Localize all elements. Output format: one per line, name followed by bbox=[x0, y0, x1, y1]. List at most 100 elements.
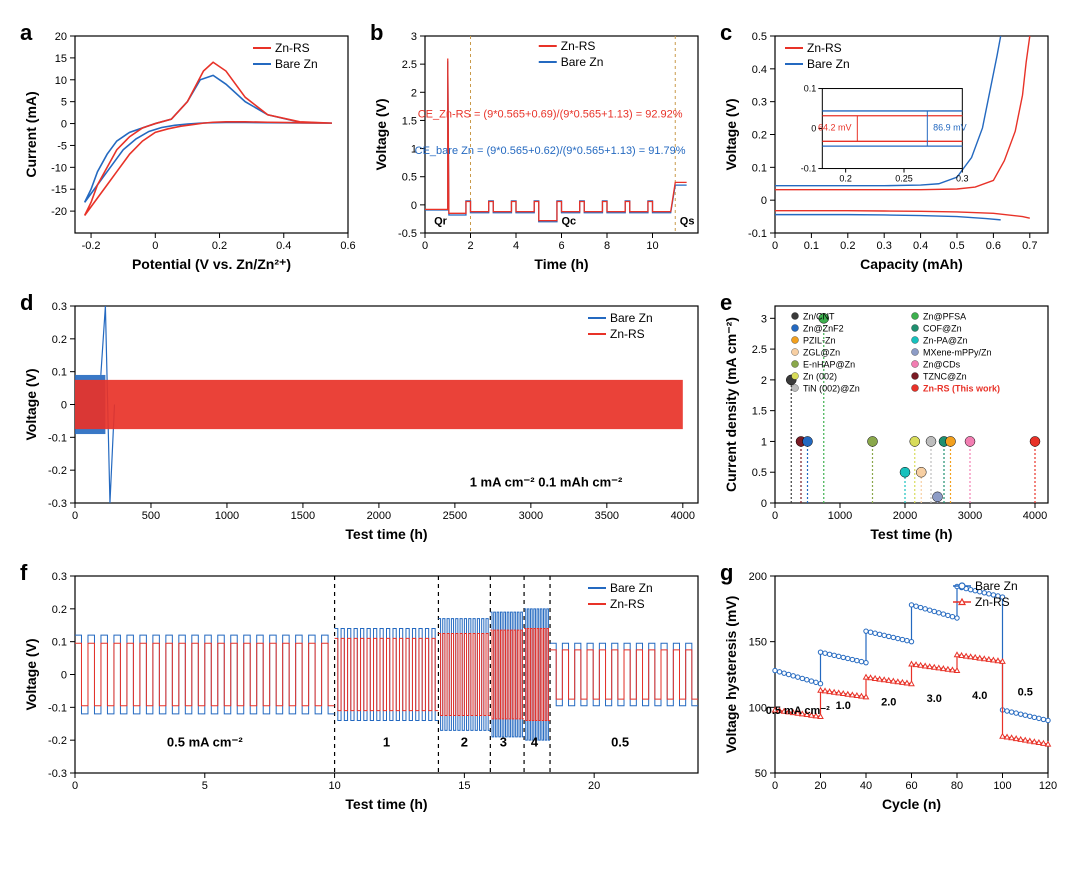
svg-text:Cycle (n): Cycle (n) bbox=[882, 796, 941, 812]
svg-text:Voltage (V): Voltage (V) bbox=[23, 638, 39, 710]
svg-text:86.9 mV: 86.9 mV bbox=[933, 123, 967, 133]
svg-text:Zn/CNT: Zn/CNT bbox=[803, 312, 835, 322]
svg-text:-0.1: -0.1 bbox=[748, 228, 767, 240]
svg-text:0.5: 0.5 bbox=[752, 31, 767, 43]
svg-text:0: 0 bbox=[761, 498, 767, 510]
svg-text:1.0: 1.0 bbox=[836, 700, 851, 712]
svg-text:80: 80 bbox=[951, 780, 963, 792]
chart-g: 02040608010012050100150200Cycle (n)Volta… bbox=[720, 560, 1060, 815]
svg-text:0: 0 bbox=[72, 510, 78, 522]
svg-text:-0.1: -0.1 bbox=[48, 702, 67, 714]
svg-text:-10: -10 bbox=[51, 162, 67, 174]
svg-text:5: 5 bbox=[202, 780, 208, 792]
svg-text:0.4: 0.4 bbox=[276, 240, 291, 252]
svg-text:0.2: 0.2 bbox=[52, 334, 67, 346]
svg-text:Potential (V vs. Zn/Zn²⁺): Potential (V vs. Zn/Zn²⁺) bbox=[132, 256, 291, 272]
svg-text:2: 2 bbox=[467, 240, 473, 252]
svg-text:ZGL@Zn: ZGL@Zn bbox=[803, 348, 840, 358]
svg-text:E-nHAP@Zn: E-nHAP@Zn bbox=[803, 360, 855, 370]
svg-text:Current (mA): Current (mA) bbox=[23, 91, 39, 177]
svg-text:1: 1 bbox=[761, 436, 767, 448]
svg-text:150: 150 bbox=[749, 637, 767, 649]
svg-text:0.2: 0.2 bbox=[840, 240, 855, 252]
panel-a: a -0.200.20.40.6-20-15-10-505101520Poten… bbox=[20, 20, 360, 280]
svg-text:100: 100 bbox=[749, 702, 767, 714]
svg-text:Qs: Qs bbox=[680, 216, 695, 228]
panel-d-label: d bbox=[20, 290, 33, 316]
svg-text:50: 50 bbox=[755, 768, 767, 780]
svg-text:0: 0 bbox=[772, 240, 778, 252]
svg-text:0.4: 0.4 bbox=[752, 64, 767, 76]
panel-e-label: e bbox=[720, 290, 732, 316]
svg-text:Zn-RS: Zn-RS bbox=[610, 597, 645, 611]
svg-text:0: 0 bbox=[772, 780, 778, 792]
chart-e: 0100020003000400000.511.522.53Test time … bbox=[720, 290, 1060, 545]
svg-text:-0.1: -0.1 bbox=[801, 164, 817, 174]
svg-text:3000: 3000 bbox=[519, 510, 543, 522]
panel-c-label: c bbox=[720, 20, 732, 46]
svg-text:-5: -5 bbox=[57, 140, 67, 152]
panel-b-label: b bbox=[370, 20, 383, 46]
svg-text:0.4: 0.4 bbox=[913, 240, 928, 252]
svg-text:3500: 3500 bbox=[595, 510, 619, 522]
svg-text:Zn (002): Zn (002) bbox=[803, 372, 837, 382]
svg-text:100: 100 bbox=[993, 780, 1011, 792]
svg-text:0: 0 bbox=[772, 510, 778, 522]
panel-a-label: a bbox=[20, 20, 32, 46]
svg-text:2.5: 2.5 bbox=[402, 59, 417, 71]
panel-e: e 0100020003000400000.511.522.53Test tim… bbox=[720, 290, 1060, 550]
svg-text:Zn@CDs: Zn@CDs bbox=[923, 360, 961, 370]
svg-text:20: 20 bbox=[55, 31, 67, 43]
svg-text:Time (h): Time (h) bbox=[534, 256, 588, 272]
svg-text:0.3: 0.3 bbox=[877, 240, 892, 252]
svg-text:10: 10 bbox=[646, 240, 658, 252]
svg-text:Capacity (mAh): Capacity (mAh) bbox=[860, 256, 963, 272]
svg-text:-0.5: -0.5 bbox=[398, 228, 417, 240]
svg-text:4.0: 4.0 bbox=[972, 690, 987, 702]
svg-text:TZNC@Zn: TZNC@Zn bbox=[923, 372, 967, 382]
svg-text:Zn-RS: Zn-RS bbox=[561, 39, 596, 53]
svg-text:2: 2 bbox=[461, 735, 468, 750]
chart-b: 0246810-0.500.511.522.53Time (h)Voltage … bbox=[370, 20, 710, 275]
chart-d: 05001000150020002500300035004000-0.3-0.2… bbox=[20, 290, 710, 545]
svg-text:1000: 1000 bbox=[215, 510, 239, 522]
svg-text:2500: 2500 bbox=[443, 510, 467, 522]
svg-text:0.1: 0.1 bbox=[52, 367, 67, 379]
svg-text:Bare Zn: Bare Zn bbox=[975, 579, 1018, 593]
svg-text:2.5: 2.5 bbox=[752, 344, 767, 356]
svg-text:0.6: 0.6 bbox=[986, 240, 1001, 252]
svg-text:Bare Zn: Bare Zn bbox=[561, 55, 604, 69]
svg-text:Voltage (V): Voltage (V) bbox=[373, 98, 389, 170]
panel-c: c 00.10.20.30.40.50.60.7-0.100.10.20.30.… bbox=[720, 20, 1060, 280]
svg-text:0.5 mA cm⁻²: 0.5 mA cm⁻² bbox=[167, 735, 243, 750]
svg-text:0: 0 bbox=[72, 780, 78, 792]
svg-text:0.5: 0.5 bbox=[402, 172, 417, 184]
svg-text:3: 3 bbox=[411, 31, 417, 43]
svg-text:Zn-RS: Zn-RS bbox=[807, 41, 842, 55]
svg-text:0: 0 bbox=[761, 195, 767, 207]
svg-text:Voltage (V): Voltage (V) bbox=[23, 368, 39, 440]
svg-text:0: 0 bbox=[411, 200, 417, 212]
panel-f-label: f bbox=[20, 560, 27, 586]
svg-text:-0.3: -0.3 bbox=[48, 498, 67, 510]
svg-text:0: 0 bbox=[422, 240, 428, 252]
svg-text:120: 120 bbox=[1039, 780, 1057, 792]
svg-text:2000: 2000 bbox=[893, 510, 917, 522]
svg-text:4000: 4000 bbox=[671, 510, 695, 522]
svg-text:2: 2 bbox=[761, 375, 767, 387]
svg-text:Zn@PFSA: Zn@PFSA bbox=[923, 312, 966, 322]
svg-text:CE_Zn-RS = (9*0.565+0.69)/(9*0: CE_Zn-RS = (9*0.565+0.69)/(9*0.565+1.13)… bbox=[418, 109, 683, 121]
chart-f: 05101520-0.3-0.2-0.100.10.20.3Test time … bbox=[20, 560, 710, 815]
svg-text:10: 10 bbox=[328, 780, 340, 792]
svg-text:0.1: 0.1 bbox=[752, 162, 767, 174]
svg-text:Current density (mA cm⁻²): Current density (mA cm⁻²) bbox=[723, 317, 739, 492]
svg-text:3.0: 3.0 bbox=[927, 693, 942, 705]
svg-text:3000: 3000 bbox=[958, 510, 982, 522]
svg-text:0.5: 0.5 bbox=[752, 467, 767, 479]
svg-text:Bare Zn: Bare Zn bbox=[275, 57, 318, 71]
svg-text:8: 8 bbox=[604, 240, 610, 252]
svg-text:1.5: 1.5 bbox=[752, 406, 767, 418]
svg-text:0.5: 0.5 bbox=[1018, 687, 1033, 699]
svg-text:Qr: Qr bbox=[434, 216, 448, 228]
svg-text:0.2: 0.2 bbox=[839, 174, 852, 184]
